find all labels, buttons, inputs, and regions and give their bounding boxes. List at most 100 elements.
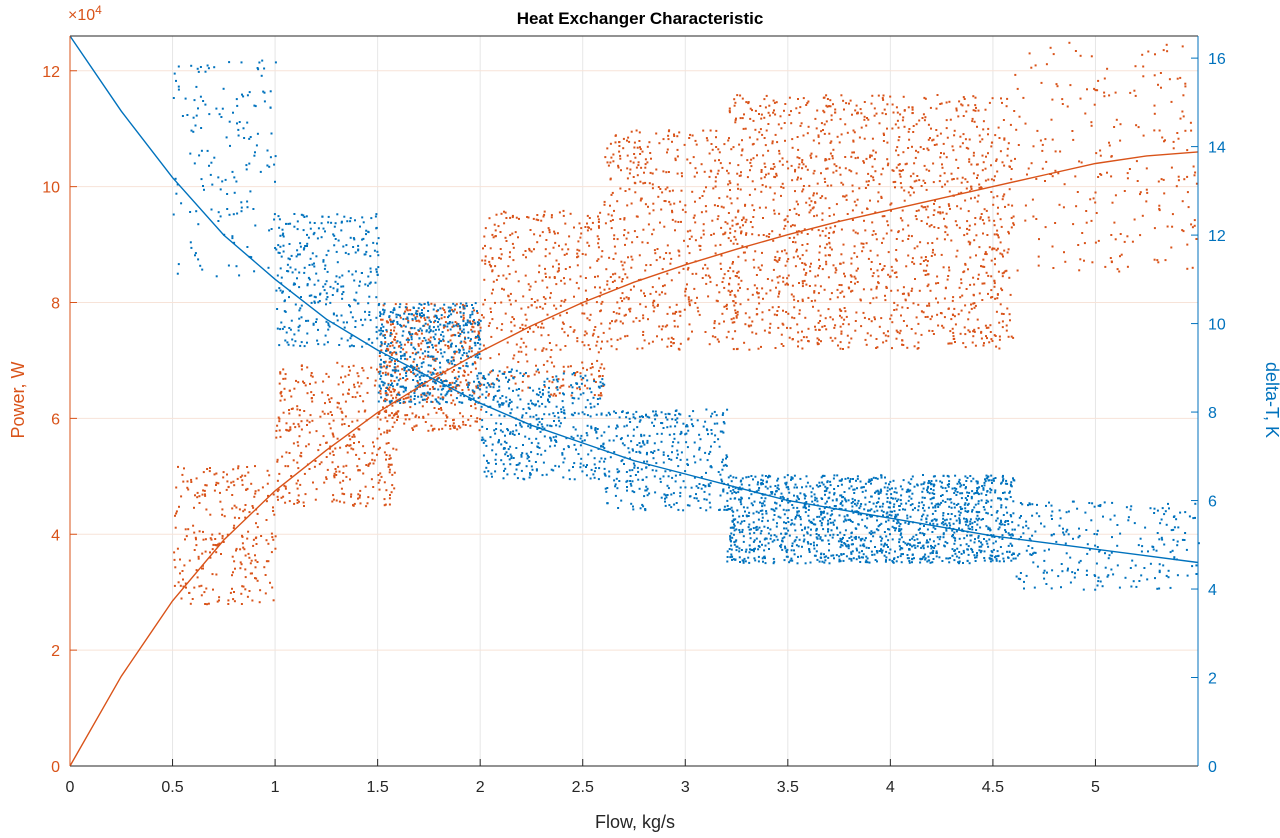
power-point (790, 164, 793, 167)
power-point (1030, 66, 1033, 69)
power-point (499, 257, 502, 260)
power-point (256, 579, 259, 582)
power-point (829, 105, 832, 108)
power-point (813, 291, 816, 294)
power-point (292, 422, 295, 425)
power-point (314, 381, 317, 384)
power-point (676, 172, 679, 175)
delta-t-point (307, 276, 310, 279)
power-point (993, 219, 996, 222)
power-point (556, 270, 559, 273)
power-point (406, 414, 409, 417)
power-point (619, 320, 622, 323)
power-point (581, 361, 584, 364)
power-point (911, 287, 914, 290)
power-point (805, 104, 808, 106)
power-point (990, 296, 992, 299)
power-point (817, 134, 820, 137)
power-point (470, 415, 473, 417)
delta-t-point (503, 372, 506, 375)
power-point (778, 152, 781, 155)
power-point (517, 350, 520, 353)
power-point (422, 416, 425, 419)
power-point (520, 350, 523, 353)
power-point (824, 246, 827, 249)
power-point (1114, 194, 1117, 197)
power-point (835, 203, 838, 206)
power-point (335, 470, 338, 473)
delta-t-point (408, 400, 411, 403)
power-point (511, 214, 514, 217)
power-point (825, 227, 828, 230)
delta-t-point (353, 279, 356, 282)
delta-t-point (410, 338, 413, 341)
delta-t-point (395, 313, 398, 316)
power-point (636, 146, 639, 149)
power-point (839, 173, 842, 176)
power-point (690, 235, 693, 238)
power-point (804, 316, 807, 319)
power-point (510, 330, 513, 333)
power-point (674, 220, 677, 223)
power-point (598, 226, 600, 229)
power-point (871, 233, 874, 236)
power-point (672, 338, 675, 340)
power-point (461, 389, 464, 391)
power-point (705, 137, 708, 140)
delta-t-point (484, 439, 487, 442)
power-point (627, 136, 630, 139)
power-point (735, 275, 738, 278)
delta-t-point (458, 348, 460, 351)
delta-t-point (306, 242, 309, 245)
delta-t-point (215, 275, 218, 278)
power-point (512, 357, 515, 360)
power-point (739, 188, 742, 191)
power-point (358, 441, 360, 444)
power-point (765, 94, 768, 97)
power-point (614, 141, 617, 144)
power-point (334, 447, 337, 450)
power-point (727, 289, 730, 292)
power-point (726, 195, 729, 198)
power-point (1062, 206, 1065, 209)
power-point (389, 360, 392, 363)
power-point (463, 340, 466, 343)
power-point (713, 322, 716, 325)
power-point (933, 202, 935, 205)
power-point (339, 481, 342, 484)
power-point (672, 342, 675, 345)
delta-t-point (280, 276, 283, 279)
power-point (842, 261, 845, 264)
delta-t-point (394, 362, 396, 365)
power-point (374, 379, 377, 382)
power-point (390, 379, 393, 382)
power-point (658, 142, 661, 145)
power-point (726, 169, 728, 172)
power-point (588, 244, 591, 247)
delta-t-point (326, 296, 329, 298)
power-point (1038, 238, 1040, 241)
power-point (892, 169, 895, 172)
power-point (434, 359, 437, 362)
power-point (786, 277, 789, 280)
power-point (668, 190, 671, 193)
power-point (357, 410, 360, 413)
power-point (279, 399, 282, 402)
power-point (429, 388, 432, 391)
power-point (713, 320, 716, 323)
power-point (840, 253, 843, 256)
delta-t-point (406, 317, 409, 320)
power-point (922, 113, 925, 116)
power-point (256, 561, 259, 563)
power-point (562, 365, 565, 368)
power-point (451, 381, 454, 384)
power-point (1110, 175, 1113, 178)
power-point (221, 508, 224, 511)
power-point (862, 160, 865, 163)
power-point (479, 384, 482, 387)
power-point (924, 274, 927, 276)
power-point (895, 149, 897, 152)
power-point (890, 265, 893, 268)
power-point (949, 330, 952, 333)
delta-t-point (316, 237, 319, 240)
